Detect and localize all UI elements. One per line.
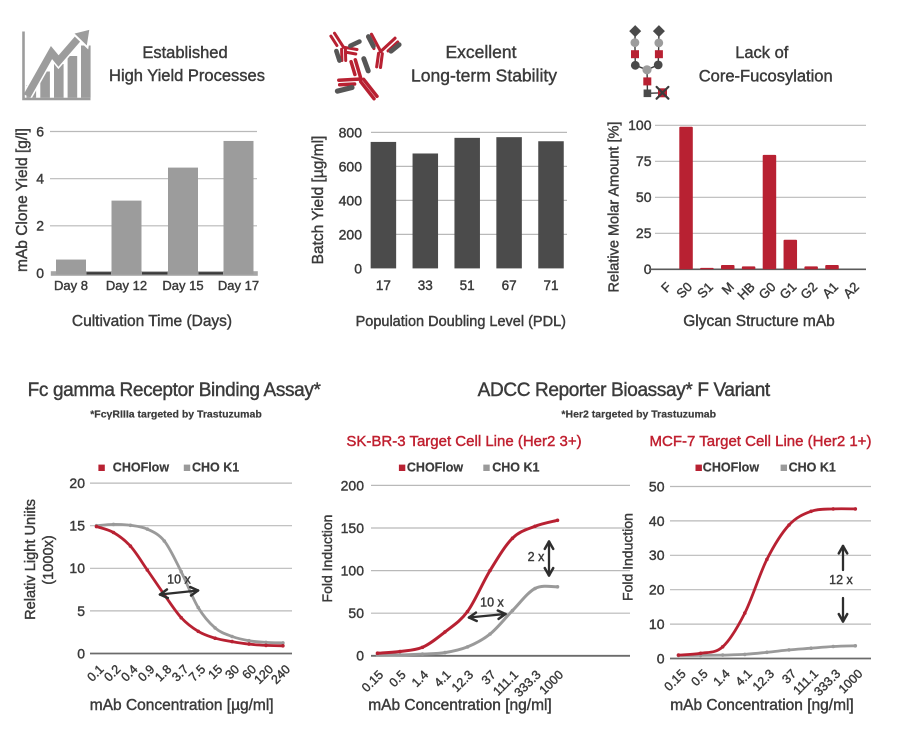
- svg-text:Fold Induction: Fold Induction: [619, 513, 635, 601]
- svg-text:mAb Clone Yield [g/l]: mAb Clone Yield [g/l]: [14, 128, 31, 272]
- svg-text:Batch Yield [µg/ml]: Batch Yield [µg/ml]: [310, 136, 327, 265]
- svg-text:Excellent: Excellent: [445, 42, 516, 62]
- svg-text:4: 4: [36, 171, 44, 187]
- svg-text:Lack of: Lack of: [735, 44, 789, 62]
- svg-text:High Yield Processes: High Yield Processes: [109, 67, 265, 85]
- svg-text:75: 75: [636, 153, 652, 169]
- svg-text:10: 10: [69, 560, 85, 576]
- svg-text:Day 15: Day 15: [162, 278, 203, 293]
- svg-text:0: 0: [356, 648, 364, 664]
- svg-text:Relativ Light Uniits: Relativ Light Uniits: [23, 499, 39, 620]
- svg-text:CHOFlow: CHOFlow: [407, 460, 464, 474]
- svg-text:0: 0: [77, 645, 85, 661]
- svg-text:CHOFlow: CHOFlow: [703, 460, 760, 474]
- svg-text:25: 25: [636, 225, 652, 241]
- svg-text:12 x: 12 x: [829, 573, 853, 587]
- svg-text:67: 67: [502, 278, 517, 293]
- svg-text:200: 200: [339, 226, 363, 242]
- svg-text:200: 200: [341, 477, 365, 493]
- svg-text:50: 50: [636, 189, 652, 205]
- svg-text:Fc gamma Receptor Binding Assa: Fc gamma Receptor Binding Assay*: [28, 380, 322, 401]
- svg-text:Day 12: Day 12: [106, 278, 147, 293]
- svg-text:0: 0: [36, 265, 44, 281]
- svg-text:Established: Established: [142, 44, 227, 62]
- svg-text:10: 10: [649, 616, 665, 632]
- svg-text:15: 15: [69, 518, 85, 534]
- svg-text:100: 100: [341, 563, 365, 579]
- svg-text:0: 0: [657, 650, 665, 666]
- svg-text:600: 600: [339, 158, 363, 174]
- svg-text:17: 17: [376, 278, 391, 293]
- svg-text:CHOFlow: CHOFlow: [113, 460, 170, 474]
- svg-text:(1000x): (1000x): [41, 535, 57, 584]
- svg-text:800: 800: [339, 124, 363, 140]
- svg-text:2: 2: [36, 218, 44, 234]
- svg-text:MCF-7 Target Cell Line (Her2 1: MCF-7 Target Cell Line (Her2 1+): [650, 433, 872, 450]
- svg-text:2 x: 2 x: [528, 550, 545, 564]
- svg-text:Glycan Structure mAb: Glycan Structure mAb: [683, 313, 835, 330]
- svg-text:100: 100: [628, 117, 652, 133]
- svg-text:Day 8: Day 8: [54, 278, 88, 293]
- svg-text:Cultivation Time (Days): Cultivation Time (Days): [72, 313, 232, 330]
- svg-text:mAb Concentration [ng/ml]: mAb Concentration [ng/ml]: [368, 697, 552, 714]
- svg-text:20: 20: [649, 582, 665, 598]
- svg-text:50: 50: [348, 605, 364, 621]
- svg-text:10 x: 10 x: [480, 596, 504, 610]
- svg-text:Long-term Stability: Long-term Stability: [411, 65, 557, 85]
- svg-text:Population Doubling Level (PDL: Population Doubling Level (PDL): [356, 314, 566, 330]
- svg-text:CHO K1: CHO K1: [192, 460, 239, 474]
- svg-text:71: 71: [543, 278, 558, 293]
- svg-text:6: 6: [36, 123, 44, 139]
- svg-text:5: 5: [77, 603, 85, 619]
- svg-text:0: 0: [354, 260, 362, 276]
- svg-text:mAb Concentration [ng/ml]: mAb Concentration [ng/ml]: [670, 697, 854, 714]
- svg-text:33: 33: [418, 278, 433, 293]
- svg-text:CHO K1: CHO K1: [492, 460, 539, 474]
- svg-text:10 x: 10 x: [167, 573, 191, 587]
- svg-text:*Her2 targeted by Trastuzumab: *Her2 targeted by Trastuzumab: [561, 409, 716, 421]
- svg-text:20: 20: [69, 475, 85, 491]
- svg-text:150: 150: [341, 520, 365, 536]
- svg-text:30: 30: [649, 547, 665, 563]
- svg-text:Fold Induction: Fold Induction: [319, 515, 335, 603]
- svg-text:Core-Fucosylation: Core-Fucosylation: [699, 67, 833, 85]
- svg-text:SK-BR-3 Target Cell Line (Her2: SK-BR-3 Target Cell Line (Her2 3+): [346, 433, 581, 450]
- svg-text:Day 17: Day 17: [218, 278, 259, 293]
- svg-text:50: 50: [649, 478, 665, 494]
- svg-text:51: 51: [460, 278, 475, 293]
- svg-text:400: 400: [339, 192, 363, 208]
- svg-text:40: 40: [649, 513, 665, 529]
- svg-text:mAb Concentration [µg/ml]: mAb Concentration [µg/ml]: [90, 697, 274, 714]
- svg-text:*FcγRIIIa targeted by Trastuzu: *FcγRIIIa targeted by Trastuzumab: [90, 409, 262, 421]
- svg-text:ADCC Reporter Bioassay* F Vari: ADCC Reporter Bioassay* F Variant: [478, 380, 771, 401]
- svg-text:Relative Molar Amount [%]: Relative Molar Amount [%]: [607, 122, 623, 293]
- svg-text:0: 0: [644, 261, 652, 277]
- svg-text:CHO K1: CHO K1: [789, 460, 836, 474]
